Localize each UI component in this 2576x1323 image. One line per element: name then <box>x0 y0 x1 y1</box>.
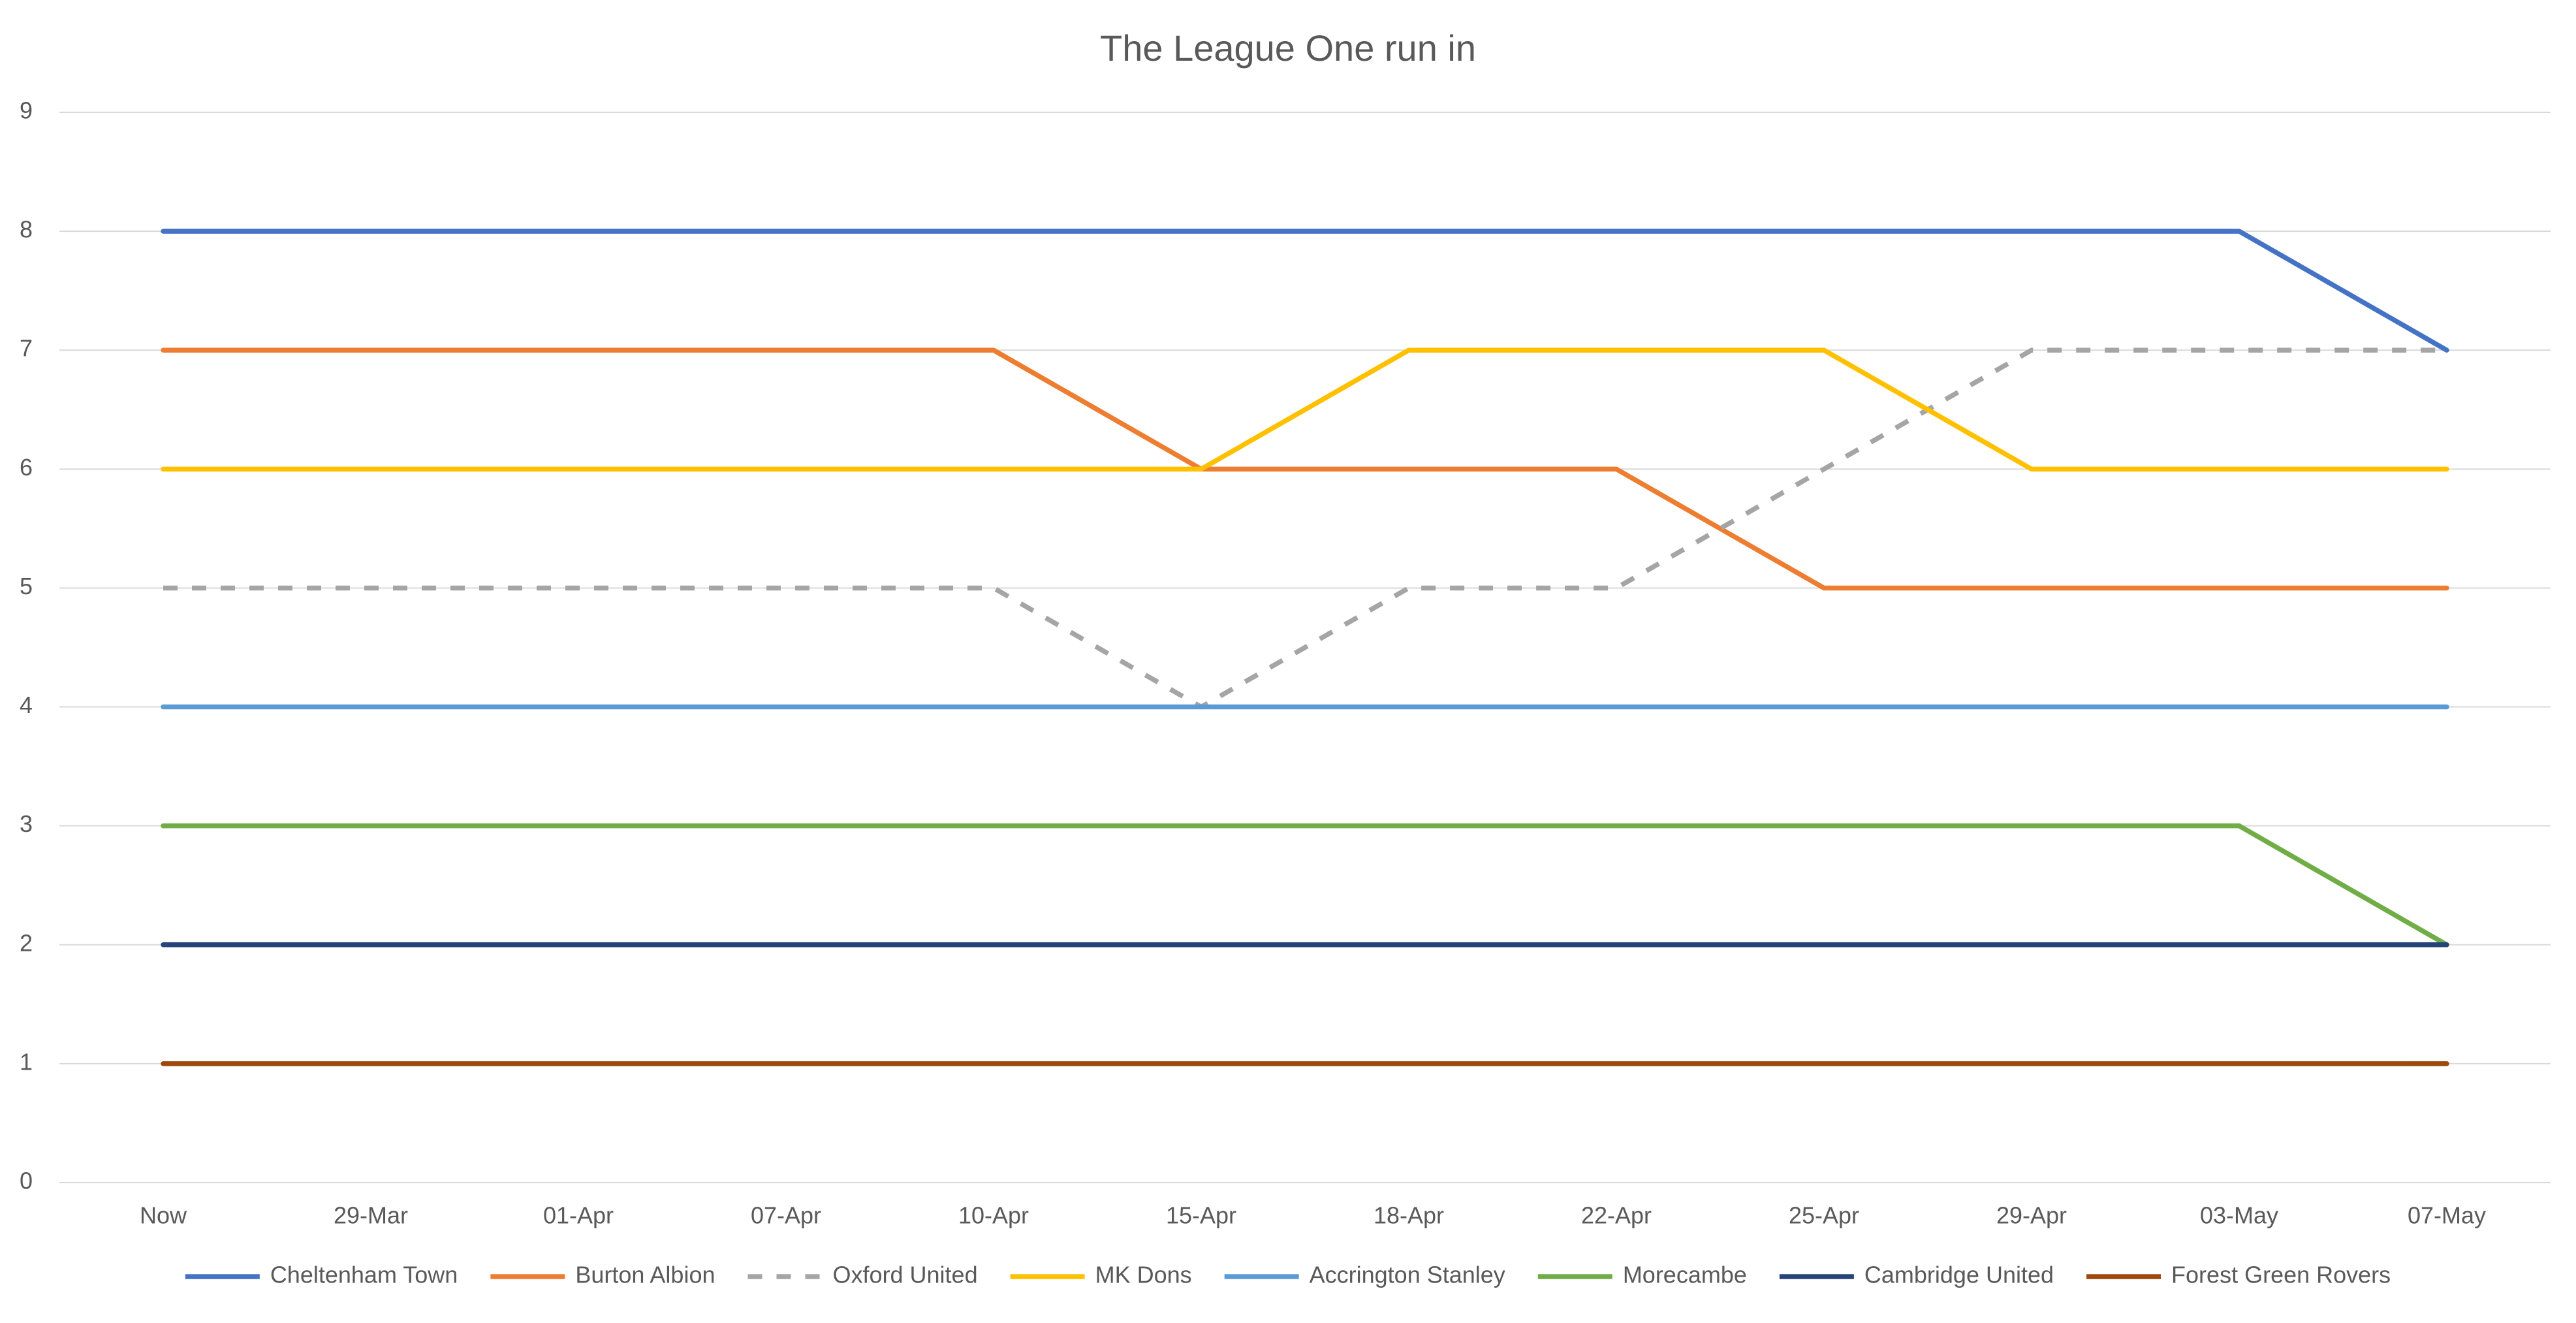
y-tick-label: 3 <box>20 810 33 837</box>
y-tick-label: 0 <box>20 1168 33 1194</box>
x-tick-label: 01-Apr <box>543 1202 614 1229</box>
legend-label: Forest Green Rovers <box>2171 1262 2391 1288</box>
y-tick-label: 5 <box>20 573 33 599</box>
y-tick-label: 9 <box>20 97 33 124</box>
legend-label: Accrington Stanley <box>1310 1262 1505 1288</box>
series-line <box>161 347 2449 472</box>
legend-label: Oxford United <box>832 1262 977 1288</box>
y-tick-label: 6 <box>20 454 33 481</box>
x-tick-label: Now <box>140 1202 187 1229</box>
series-line <box>161 823 2449 948</box>
series-line <box>161 229 2449 353</box>
x-tick-label: 29-Apr <box>1996 1202 2067 1229</box>
y-tick-label: 2 <box>20 929 33 956</box>
x-tick-label: 03-May <box>2200 1202 2278 1229</box>
y-tick-label: 7 <box>20 335 33 362</box>
legend-label: Morecambe <box>1623 1262 1747 1288</box>
x-tick-label: 10-Apr <box>958 1202 1029 1229</box>
chart-title: The League One run in <box>1100 27 1476 69</box>
x-tick-label: 22-Apr <box>1581 1202 1652 1229</box>
legend-label: Burton Albion <box>575 1262 715 1288</box>
legend-label: MK Dons <box>1095 1262 1192 1288</box>
x-tick-label: 25-Apr <box>1789 1202 1859 1229</box>
legend-label: Cheltenham Town <box>270 1262 458 1288</box>
x-tick-label: 07-May <box>2408 1202 2486 1229</box>
x-tick-label: 15-Apr <box>1166 1202 1236 1229</box>
series-line <box>161 347 2449 591</box>
y-tick-label: 4 <box>20 692 33 718</box>
y-tick-label: 8 <box>20 216 33 243</box>
series-line <box>163 347 2447 710</box>
x-tick-label: 29-Mar <box>334 1202 408 1229</box>
y-tick-label: 1 <box>20 1048 33 1075</box>
x-tick-label: 18-Apr <box>1374 1202 1444 1229</box>
x-tick-label: 07-Apr <box>751 1202 821 1229</box>
legend-label: Cambridge United <box>1864 1262 2054 1288</box>
